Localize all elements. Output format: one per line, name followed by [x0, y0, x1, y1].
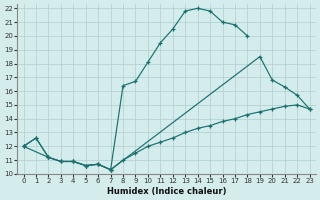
X-axis label: Humidex (Indice chaleur): Humidex (Indice chaleur) [107, 187, 226, 196]
